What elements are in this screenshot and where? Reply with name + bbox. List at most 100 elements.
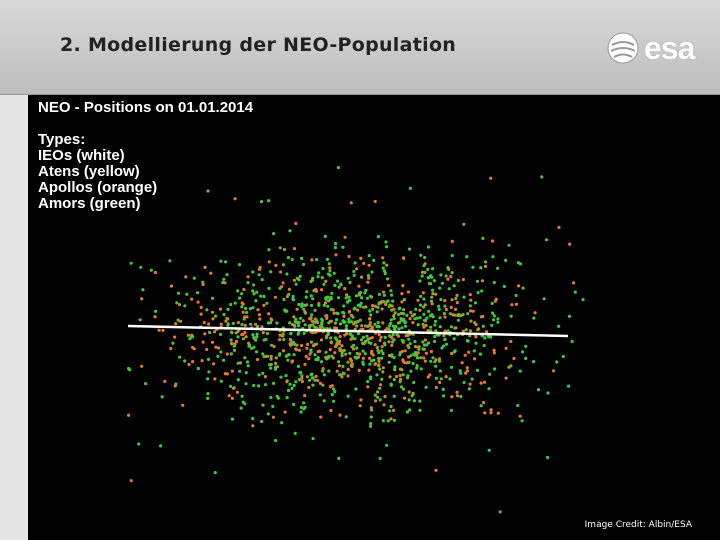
amor-dot — [363, 352, 367, 356]
apollo-dot — [264, 354, 268, 358]
amor-dot — [408, 342, 412, 346]
apollo-dot — [308, 352, 312, 356]
apollo-dot — [333, 326, 337, 330]
apollo-dot — [304, 354, 308, 358]
amor-dot — [516, 403, 520, 408]
amor-dot — [390, 354, 394, 358]
apollo-dot — [230, 369, 234, 373]
amor-dot — [342, 311, 346, 315]
apollo-dot — [334, 253, 338, 257]
apollo-dot — [140, 364, 144, 368]
image-title: NEO - Positions on 01.01.2014 — [38, 99, 254, 116]
amor-dot — [333, 321, 337, 325]
amor-dot — [479, 266, 483, 270]
amor-dot — [299, 405, 303, 410]
amor-dot — [433, 334, 437, 339]
amor-dot — [265, 331, 270, 336]
amor-dot — [391, 340, 395, 344]
amor-dot — [398, 320, 402, 324]
amor-dot — [176, 318, 180, 322]
apollo-dot — [288, 342, 292, 346]
amor-dot — [284, 354, 288, 358]
amor-dot — [464, 328, 468, 332]
amor-dot — [260, 278, 264, 282]
apollo-dot — [157, 328, 161, 332]
amor-dot — [392, 356, 396, 360]
amor-dot — [419, 294, 423, 298]
apollo-dot — [491, 239, 495, 243]
apollo-dot — [235, 390, 239, 394]
amor-dot — [393, 327, 397, 331]
amor-dot — [422, 312, 426, 316]
amor-dot — [244, 306, 248, 311]
apollo-dot — [370, 336, 374, 340]
amor-dot — [302, 407, 306, 411]
amor-dot — [206, 357, 211, 361]
amor-dot — [381, 351, 385, 356]
apollo-dot — [479, 381, 483, 385]
amor-dot — [219, 350, 223, 354]
apollo-dot — [368, 321, 372, 325]
amor-dot — [391, 299, 395, 303]
apollo-dot — [409, 310, 413, 314]
amor-dot — [502, 284, 506, 289]
apollo-dot — [230, 396, 234, 400]
amor-dot — [337, 360, 341, 364]
amor-dot — [245, 360, 250, 364]
amor-dot — [401, 387, 405, 391]
amor-dot — [354, 356, 358, 360]
amor-dot — [322, 399, 326, 403]
amor-dot — [439, 377, 443, 381]
amor-dot — [389, 404, 393, 409]
apollo-dot — [245, 315, 249, 319]
apollo-dot — [227, 394, 231, 398]
apollo-dot — [292, 315, 296, 319]
amor-dot — [400, 326, 404, 330]
amor-dot — [355, 324, 359, 328]
apollo-dot — [273, 295, 277, 299]
apollo-dot — [418, 308, 422, 312]
amor-dot — [438, 286, 442, 290]
amor-dot — [470, 377, 474, 381]
apollo-dot — [504, 376, 508, 380]
amor-dot — [420, 274, 424, 278]
apollo-dot — [184, 275, 188, 279]
apollo-dot — [403, 349, 407, 353]
amor-dot — [141, 288, 145, 292]
amor-dot — [264, 337, 268, 341]
apollo-dot — [357, 368, 361, 372]
apollo-dot — [314, 374, 318, 378]
amor-dot — [252, 345, 256, 349]
amor-dot — [443, 337, 447, 341]
apollo-dot — [379, 383, 383, 387]
amor-dot — [381, 419, 385, 423]
amor-dot — [303, 323, 307, 327]
apollo-dot — [355, 267, 359, 271]
apollo-dot — [492, 348, 496, 352]
apollo-dot — [379, 335, 383, 339]
apollo-dot — [203, 265, 207, 269]
apollo-dot — [401, 358, 405, 362]
amor-dot — [377, 351, 381, 355]
amor-dot — [380, 349, 384, 353]
apollo-dot — [347, 254, 351, 259]
amor-dot — [344, 415, 348, 419]
amor-dot — [255, 290, 259, 294]
amor-dot — [493, 367, 497, 371]
apollo-dot — [462, 222, 466, 226]
apollo-dot — [384, 302, 388, 307]
amor-dot — [241, 400, 245, 404]
apollo-dot — [177, 303, 182, 307]
amor-dot — [567, 384, 571, 388]
apollo-dot — [261, 331, 265, 335]
amor-dot — [171, 341, 175, 345]
amor-dot — [481, 236, 485, 240]
apollo-dot — [446, 277, 450, 281]
amor-dot — [302, 303, 306, 307]
amor-dot — [412, 312, 416, 317]
amor-dot — [261, 352, 265, 356]
apollo-dot — [349, 359, 353, 363]
amor-dot — [313, 308, 317, 312]
amor-dot — [456, 278, 460, 283]
amor-dot — [245, 310, 249, 315]
